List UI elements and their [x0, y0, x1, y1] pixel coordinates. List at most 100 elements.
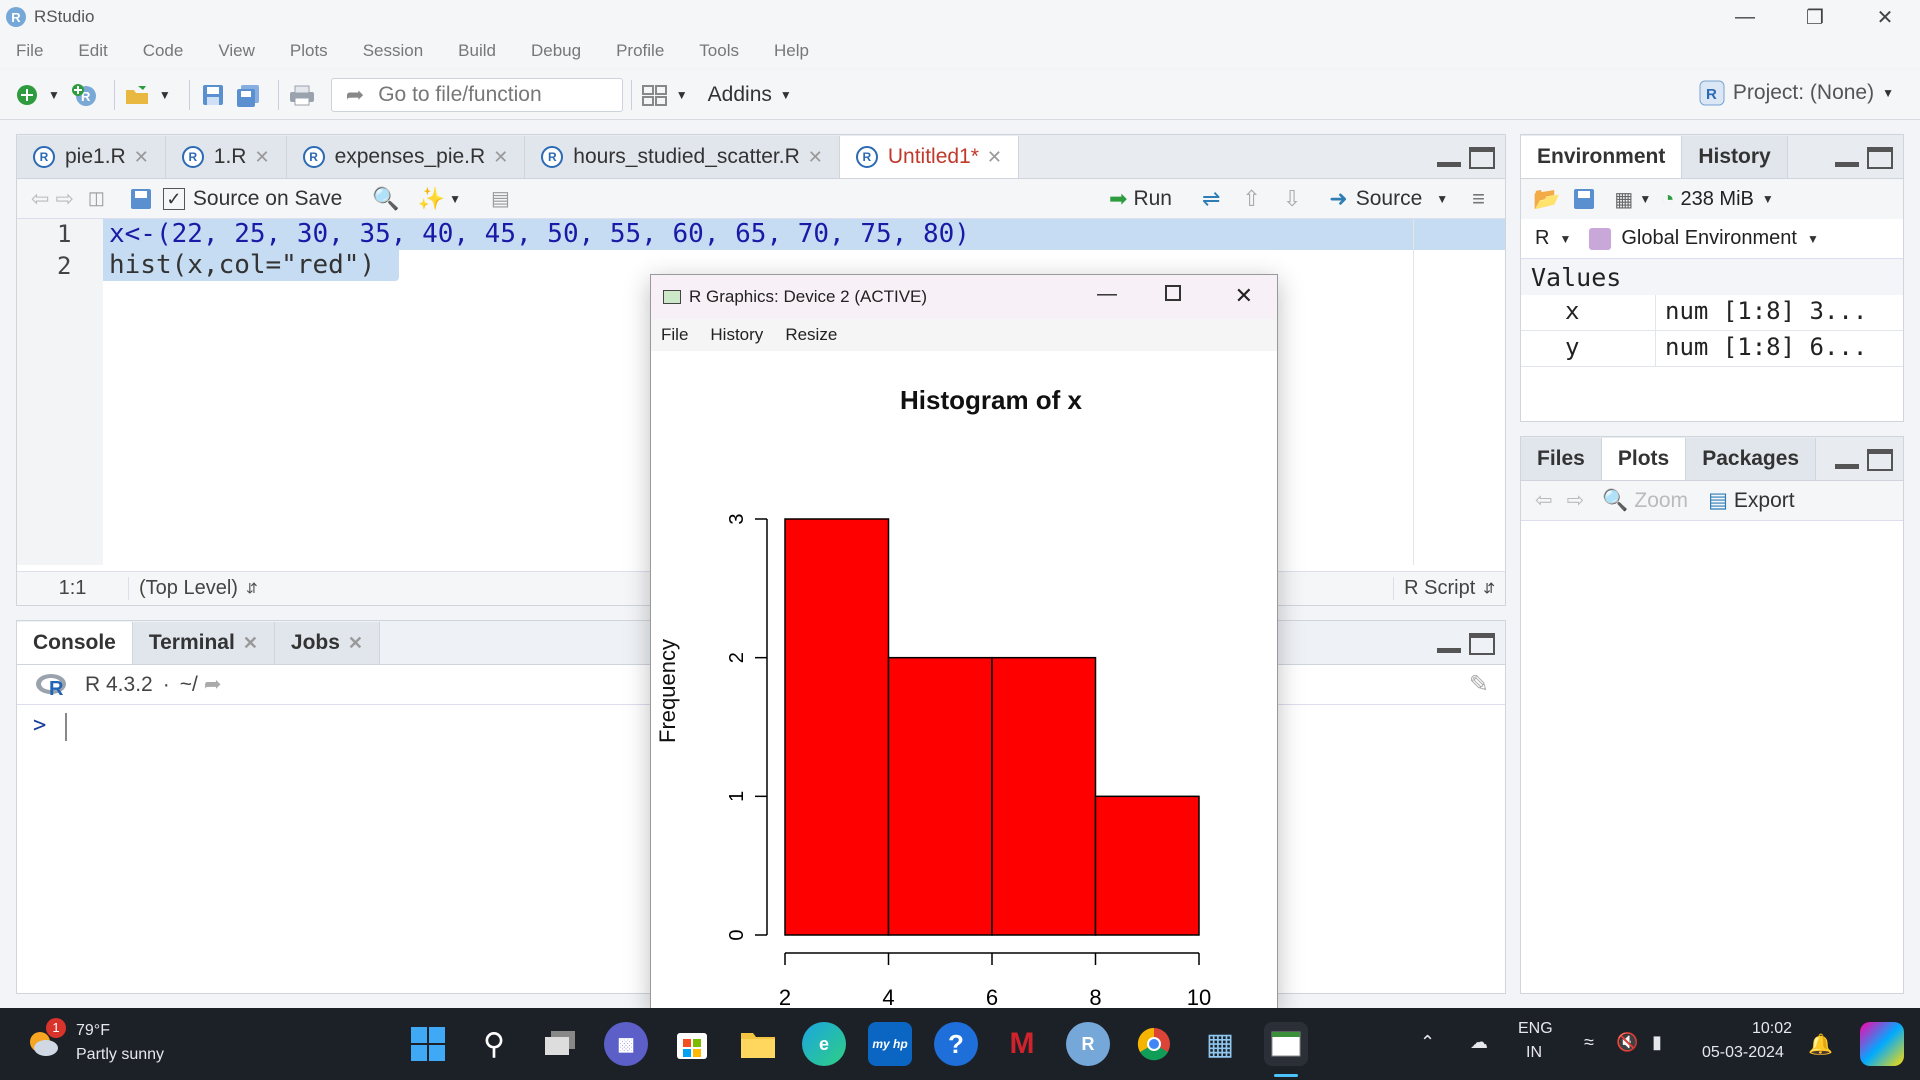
zoom-button[interactable]: Zoom: [1634, 488, 1689, 512]
tab-files[interactable]: Files: [1521, 438, 1602, 480]
back-arrow-icon[interactable]: ⇦: [1535, 489, 1553, 512]
addins-menu[interactable]: Addins: [707, 82, 772, 106]
menu-edit[interactable]: Edit: [78, 41, 108, 60]
battery-icon[interactable]: ▮: [1652, 1032, 1662, 1052]
save-icon[interactable]: [129, 187, 153, 211]
edge-browser-icon[interactable]: e: [802, 1022, 846, 1066]
show-in-window-icon[interactable]: ◫: [87, 188, 105, 208]
minimize-button[interactable]: —: [1735, 5, 1755, 28]
up-arrow-icon[interactable]: ⇧: [1242, 186, 1261, 211]
goto-file-function-input[interactable]: ➦ Go to file/function: [330, 77, 623, 112]
chevron-down-icon[interactable]: ▼: [1436, 192, 1449, 206]
restore-button[interactable]: ❐: [1806, 6, 1824, 29]
start-icon[interactable]: [406, 1022, 450, 1066]
tab-packages[interactable]: Packages: [1686, 438, 1817, 480]
tab-environment[interactable]: Environment: [1521, 136, 1683, 178]
menu-build[interactable]: Build: [458, 41, 496, 60]
chevron-down-icon[interactable]: ▼: [1639, 192, 1652, 206]
import-dataset-icon[interactable]: ▦: [1614, 188, 1634, 211]
down-arrow-icon[interactable]: ⇩: [1282, 186, 1302, 211]
get-help-icon[interactable]: ?: [934, 1022, 978, 1066]
table-row[interactable]: x num [1:8] 3...: [1521, 295, 1903, 331]
rstudio-taskbar-icon[interactable]: R: [1066, 1022, 1110, 1066]
copilot-icon[interactable]: [1860, 1022, 1904, 1066]
new-project-icon[interactable]: R: [70, 80, 100, 110]
store-icon[interactable]: [670, 1022, 714, 1066]
maximize-pane-icon[interactable]: [1867, 449, 1893, 471]
save-all-icon[interactable]: [234, 80, 264, 110]
menu-help[interactable]: Help: [773, 41, 809, 60]
open-folder-icon[interactable]: [123, 80, 153, 110]
chevron-down-icon[interactable]: ▼: [158, 87, 171, 102]
chevron-down-icon[interactable]: ▼: [1807, 231, 1819, 246]
forward-arrow-icon[interactable]: ⇨: [55, 185, 74, 211]
memory-usage[interactable]: 238 MiB: [1680, 187, 1754, 210]
print-icon[interactable]: [287, 80, 317, 110]
close-icon[interactable]: ✕: [807, 146, 823, 167]
tab-plots[interactable]: Plots: [1601, 438, 1687, 480]
save-icon[interactable]: [1572, 187, 1596, 211]
source-button[interactable]: Source: [1355, 187, 1423, 210]
graphics-menu-resize[interactable]: Resize: [785, 325, 838, 344]
working-directory[interactable]: ~/: [179, 672, 198, 696]
language-selector[interactable]: R: [1535, 227, 1550, 249]
back-arrow-icon[interactable]: ⇦: [31, 185, 50, 211]
search-icon[interactable]: 🔍: [372, 185, 400, 211]
clock-time[interactable]: 10:02: [1752, 1020, 1793, 1037]
compile-report-icon[interactable]: ▤: [491, 188, 510, 210]
minimize-pane-icon[interactable]: [1835, 147, 1859, 167]
notification-bell-icon[interactable]: 🔔: [1808, 1034, 1833, 1056]
menu-plots[interactable]: Plots: [289, 41, 328, 60]
load-workspace-icon[interactable]: 📂: [1533, 186, 1561, 211]
weather-icon[interactable]: [26, 1028, 60, 1058]
language-region[interactable]: IN: [1526, 1044, 1542, 1061]
task-view-icon[interactable]: [538, 1022, 582, 1066]
volume-muted-icon[interactable]: 🔇: [1616, 1032, 1639, 1052]
close-icon[interactable]: ✕: [986, 146, 1002, 167]
close-button[interactable]: ✕: [1876, 6, 1894, 29]
teams-chat-icon[interactable]: ▩: [604, 1022, 648, 1066]
source-on-save-checkbox[interactable]: ✓: [162, 187, 185, 210]
tab-1r[interactable]: R 1.R ✕: [165, 136, 287, 178]
export-button[interactable]: Export: [1733, 488, 1795, 512]
magic-wand-icon[interactable]: ✨: [417, 185, 446, 211]
minimize-pane-icon[interactable]: [1835, 449, 1859, 469]
language-code[interactable]: ENG: [1518, 1020, 1553, 1037]
tab-terminal[interactable]: Terminal ✕: [132, 622, 275, 664]
chevron-down-icon[interactable]: ▼: [48, 87, 60, 102]
myhp-icon[interactable]: my hp: [868, 1022, 912, 1066]
outline-icon[interactable]: ≡: [1472, 186, 1485, 211]
rerun-icon[interactable]: ⇌: [1201, 186, 1221, 211]
save-icon[interactable]: [198, 80, 228, 110]
tab-jobs[interactable]: Jobs ✕: [274, 622, 381, 664]
chevron-down-icon[interactable]: ▼: [675, 87, 688, 102]
close-button[interactable]: ✕: [1234, 283, 1253, 308]
project-menu[interactable]: R Project: (None) ▼: [1699, 80, 1904, 106]
tab-untitled1[interactable]: R Untitled1* ✕: [839, 136, 1019, 178]
menu-session[interactable]: Session: [362, 41, 424, 60]
global-environment-selector[interactable]: Global Environment: [1621, 227, 1797, 249]
menu-debug[interactable]: Debug: [530, 41, 582, 60]
snipping-tool-icon[interactable]: ▦: [1205, 1027, 1235, 1061]
tab-console[interactable]: Console: [17, 622, 133, 664]
file-type-selector[interactable]: R Script: [1404, 577, 1476, 599]
close-icon[interactable]: ✕: [493, 146, 509, 167]
chevron-down-icon[interactable]: ▼: [449, 191, 462, 206]
close-icon[interactable]: ✕: [254, 146, 270, 167]
r-graphics-taskbar-icon[interactable]: [1264, 1022, 1308, 1066]
close-icon[interactable]: ✕: [242, 632, 258, 653]
menu-file[interactable]: File: [16, 41, 44, 60]
file-explorer-icon[interactable]: [736, 1022, 780, 1066]
menu-code[interactable]: Code: [142, 41, 184, 60]
maximize-pane-icon[interactable]: [1469, 633, 1495, 655]
mcafee-icon[interactable]: M: [1009, 1027, 1035, 1060]
grid-layout-icon[interactable]: [640, 80, 670, 110]
minimize-pane-icon[interactable]: [1437, 633, 1461, 653]
onedrive-icon[interactable]: ☁: [1470, 1032, 1488, 1052]
clear-console-broom-icon[interactable]: ✎: [1468, 671, 1489, 698]
search-icon[interactable]: ⚲: [483, 1027, 505, 1061]
chevron-down-icon[interactable]: ▼: [1761, 192, 1774, 206]
